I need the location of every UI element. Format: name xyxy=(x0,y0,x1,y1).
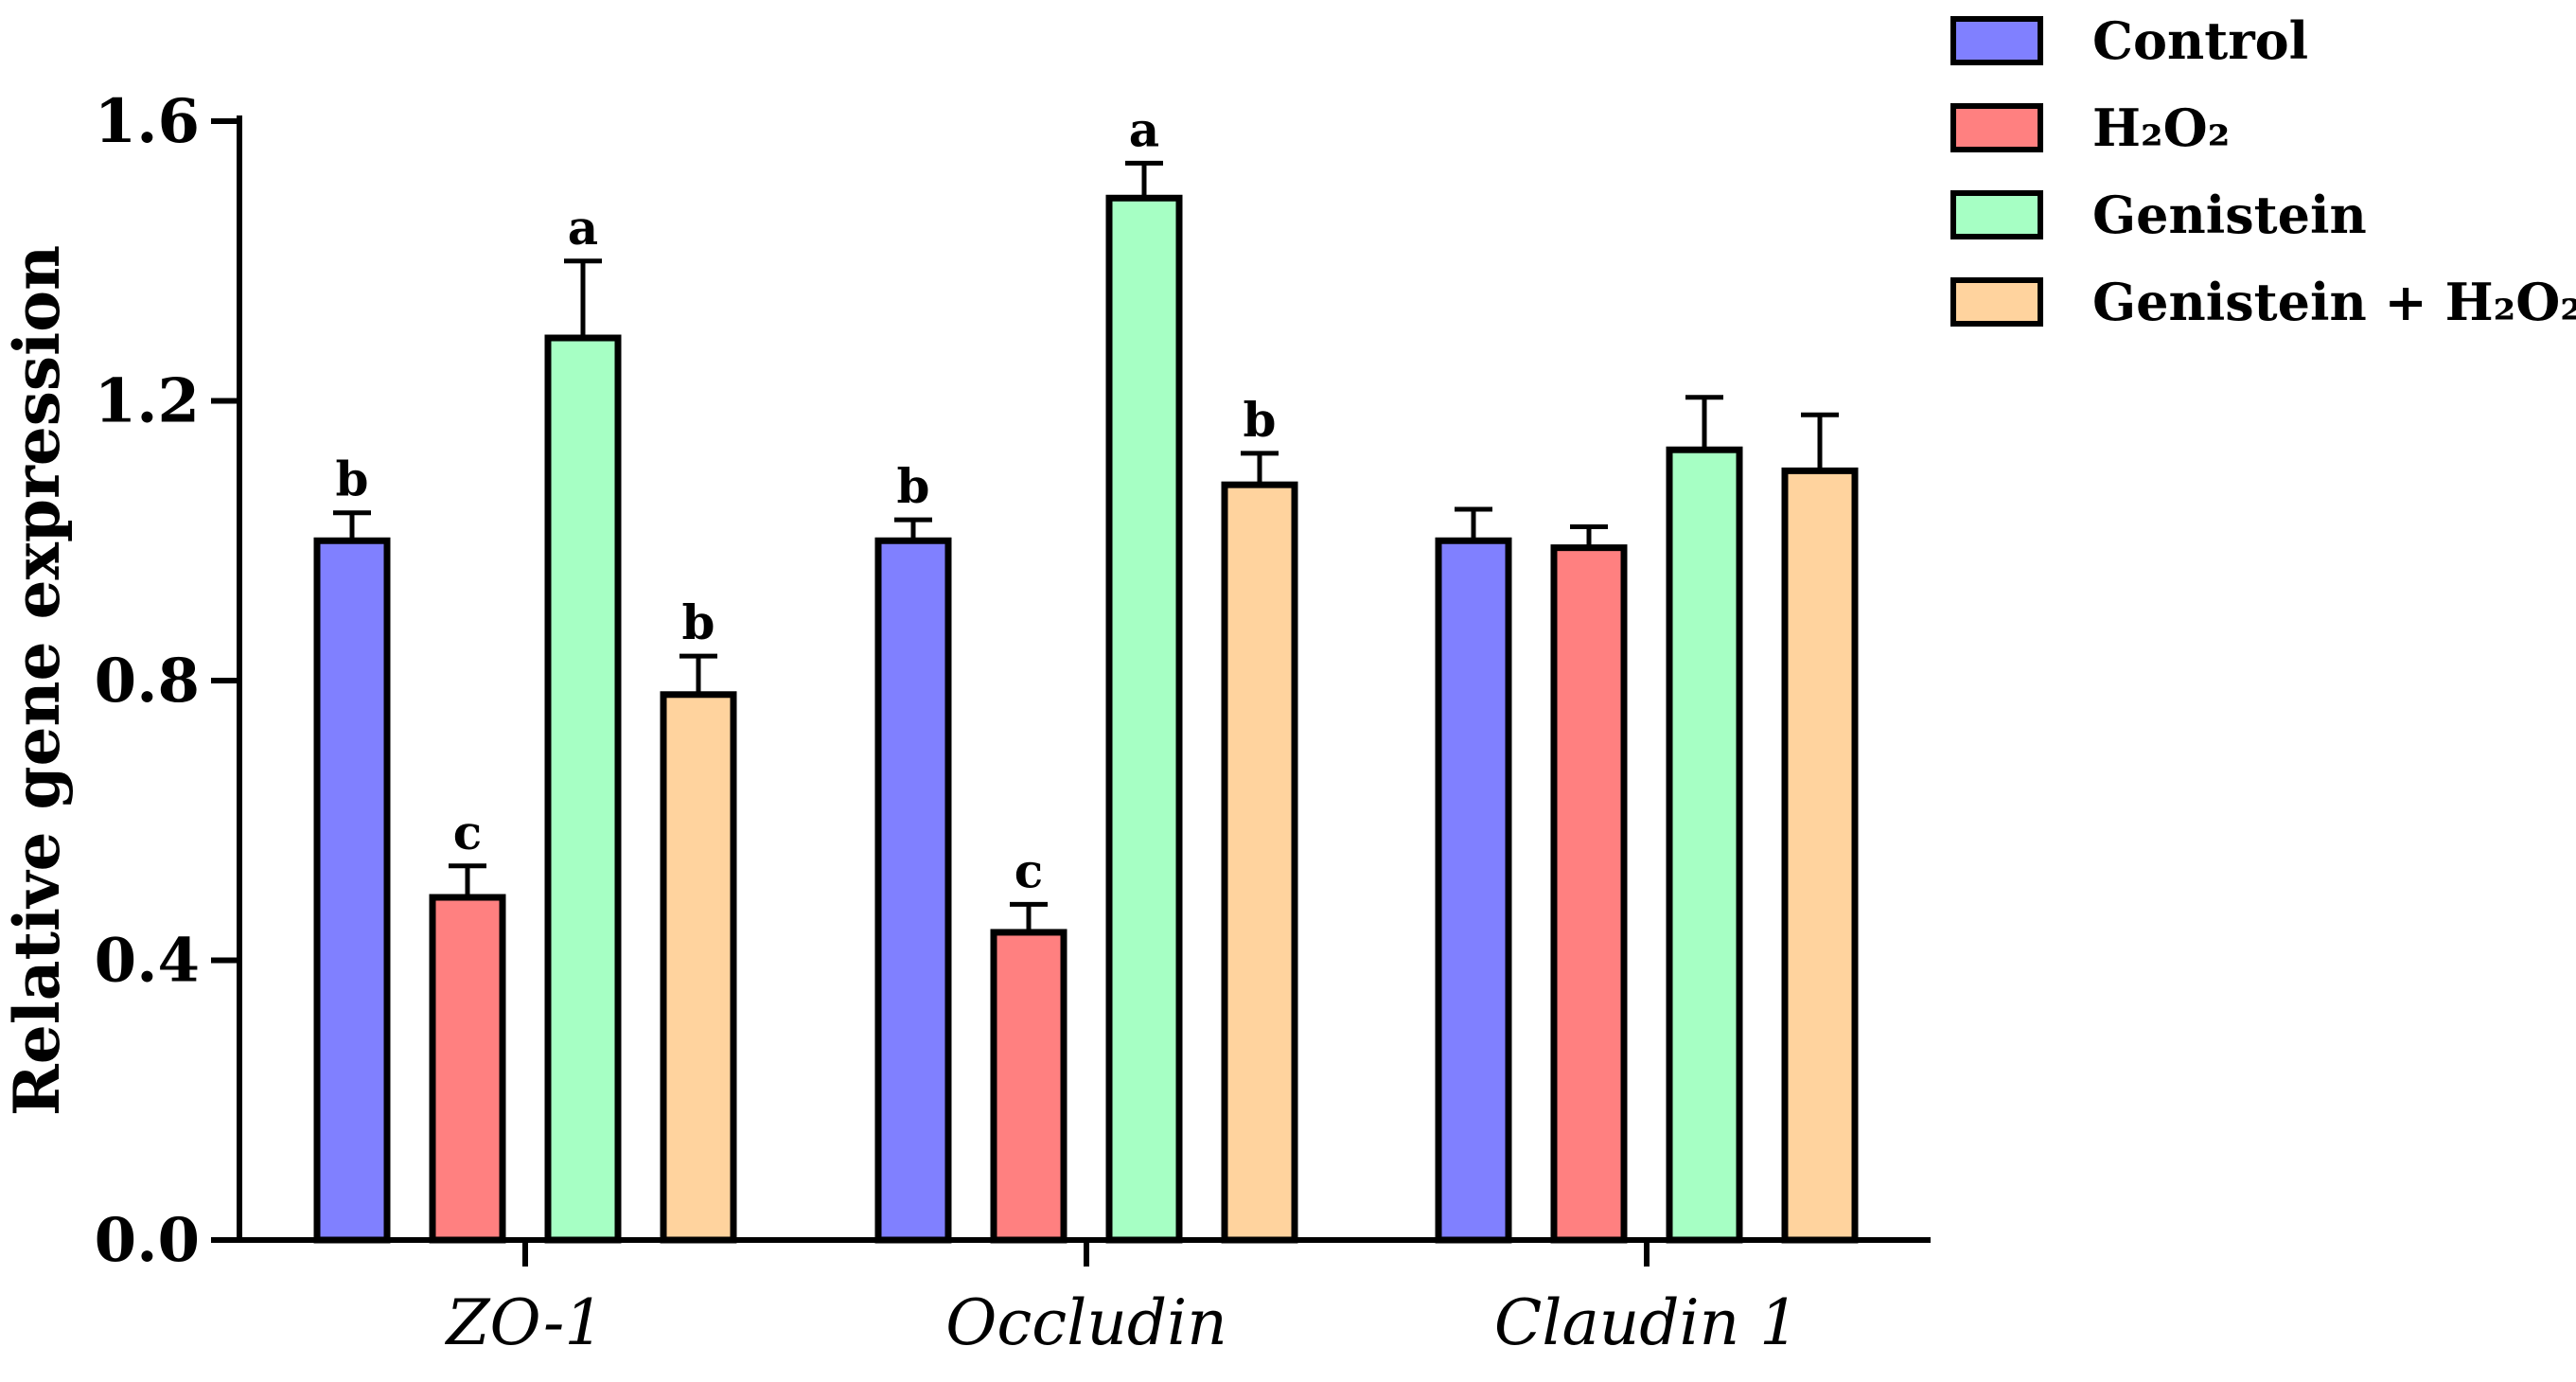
x-tick-label-2: Claudin 1 xyxy=(1494,1286,1799,1359)
legend-label-1: H₂O₂ xyxy=(2092,97,2230,158)
significance-label-1-0: c xyxy=(453,805,482,860)
x-tick-label-0: ZO-1 xyxy=(445,1286,605,1359)
significance-label-0-1: b xyxy=(897,458,930,514)
y-tick-label-3: 1.2 xyxy=(95,366,200,437)
bar-h2o2-0 xyxy=(429,894,506,1244)
y-tick-label-2: 0.8 xyxy=(95,646,200,717)
bar-h2o2-2 xyxy=(1550,544,1628,1244)
axes xyxy=(237,115,1931,1267)
bar-control-2 xyxy=(1435,537,1512,1244)
bar-genistein-+-h2o2-1 xyxy=(1221,481,1298,1244)
significance-label-1-1: c xyxy=(1015,842,1043,898)
bar-control-0 xyxy=(313,537,391,1244)
legend: Control H₂O₂ Genistein Genistein + H₂O₂ xyxy=(1950,10,2576,332)
y-axis-ticks: 0.0 0.4 0.8 1.2 1.6 xyxy=(95,86,239,1276)
legend-label-2: Genistein xyxy=(2092,185,2367,245)
bar-genistein-2 xyxy=(1666,446,1743,1244)
legend-swatch-3 xyxy=(1950,277,2043,327)
significance-label-3-1: b xyxy=(1244,392,1277,448)
legend-swatch-2 xyxy=(1950,190,2043,239)
significance-label-2-0: a xyxy=(568,200,598,256)
legend-label-0: Control xyxy=(2092,10,2308,71)
y-tick-label-4: 1.6 xyxy=(95,86,200,157)
legend-swatch-0 xyxy=(1950,16,2043,65)
y-tick-label-0: 0.0 xyxy=(95,1205,200,1276)
significance-label-2-1: a xyxy=(1129,101,1159,157)
legend-swatch-1 xyxy=(1950,103,2043,152)
y-axis-label: Relative gene expression xyxy=(0,245,74,1116)
bars-layer xyxy=(313,160,1859,1244)
labels-layer: Relative gene expression ZO-1 b c a b Occludin… xyxy=(0,101,1799,1359)
y-tick-label-1: 0.4 xyxy=(95,926,200,997)
bar-genistein-+-h2o2-0 xyxy=(660,691,737,1244)
legend-label-3: Genistein + H₂O₂ xyxy=(2092,272,2576,332)
significance-label-0-0: b xyxy=(336,452,369,507)
bar-h2o2-1 xyxy=(990,929,1067,1244)
bar-genistein-1 xyxy=(1105,194,1183,1244)
bar-control-1 xyxy=(874,537,952,1244)
bar-genistein-+-h2o2-2 xyxy=(1781,467,1859,1244)
significance-label-3-0: b xyxy=(682,594,715,650)
bar-genistein-0 xyxy=(544,334,622,1244)
x-tick-label-1: Occludin xyxy=(945,1286,1227,1359)
